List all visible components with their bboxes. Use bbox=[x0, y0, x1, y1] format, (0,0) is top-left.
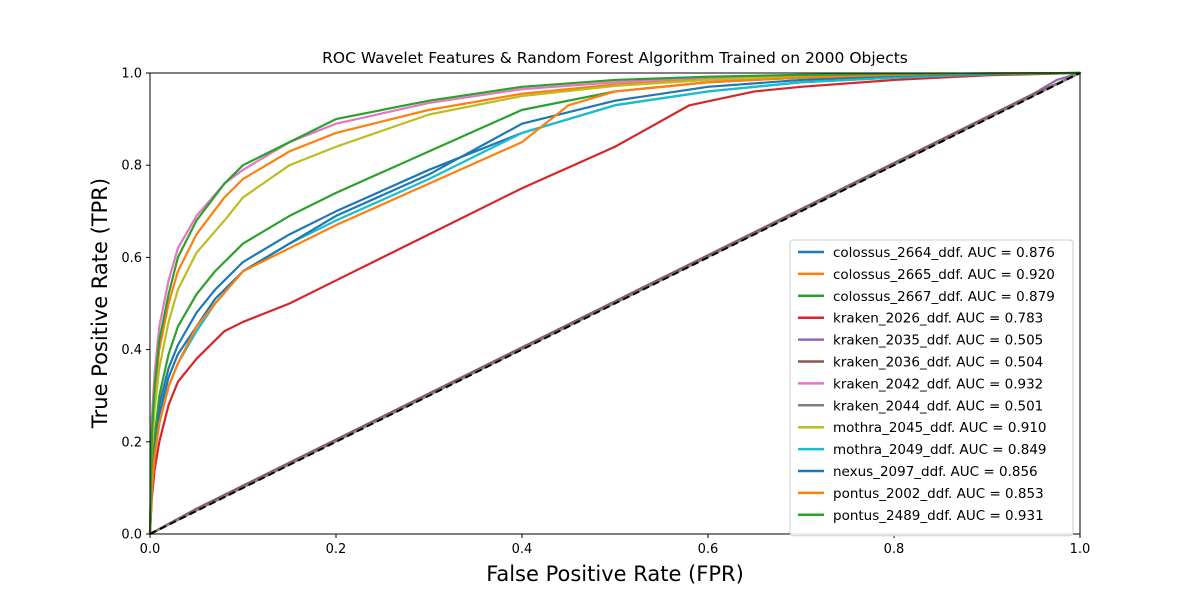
legend-box bbox=[789, 239, 1074, 537]
y-tick-label: 0.2 bbox=[121, 435, 142, 450]
x-tick-label: 0.2 bbox=[326, 542, 347, 557]
legend-entry: mothra_2045_ddf. AUC = 0.910 bbox=[833, 420, 1047, 436]
legend-entry: colossus_2667_ddf. AUC = 0.879 bbox=[833, 289, 1055, 305]
legend: colossus_2664_ddf. AUC = 0.876 colossus_2… bbox=[789, 239, 1074, 537]
y-tick-label: 0.0 bbox=[121, 528, 142, 543]
series-line-10 bbox=[148, 71, 1082, 536]
x-tick-label: 0.4 bbox=[512, 542, 533, 557]
y-axis-label: True Positive Rate (TPR) bbox=[88, 178, 112, 429]
x-axis-label: False Positive Rate (FPR) bbox=[486, 562, 744, 586]
x-tick-label: 1.0 bbox=[1070, 542, 1091, 557]
series-line-5 bbox=[148, 71, 1082, 536]
y-axis-ticks: 0.0 0.2 0.4 0.6 0.8 1.0 bbox=[121, 67, 150, 543]
y-tick-label: 0.8 bbox=[121, 159, 142, 174]
x-axis-ticks: 0.0 0.2 0.4 0.6 0.8 1.0 bbox=[140, 534, 1091, 557]
x-tick-label: 0.0 bbox=[140, 542, 161, 557]
legend-entry: kraken_2035_ddf. AUC = 0.505 bbox=[833, 333, 1043, 349]
series-line-11 bbox=[148, 71, 1082, 536]
legend-entry: colossus_2664_ddf. AUC = 0.876 bbox=[833, 245, 1055, 261]
legend-entry: pontus_2002_ddf. AUC = 0.853 bbox=[833, 486, 1044, 502]
legend-entry: kraken_2044_ddf. AUC = 0.501 bbox=[833, 398, 1043, 414]
legend-entry: nexus_2097_ddf. AUC = 0.856 bbox=[833, 464, 1038, 480]
legend-entry: colossus_2665_ddf. AUC = 0.920 bbox=[833, 267, 1055, 283]
y-tick-label: 1.0 bbox=[121, 67, 142, 82]
series-line-12 bbox=[148, 71, 1082, 536]
diagonal-reference-line bbox=[149, 72, 1081, 535]
legend-entry: mothra_2049_ddf. AUC = 0.849 bbox=[833, 442, 1047, 458]
series-line-8 bbox=[148, 71, 1082, 536]
legend-entry: kraken_2042_ddf. AUC = 0.932 bbox=[833, 376, 1043, 392]
y-tick-label: 0.4 bbox=[121, 343, 142, 358]
chart-title: ROC Wavelet Features & Random Forest Alg… bbox=[322, 49, 908, 67]
x-tick-label: 0.8 bbox=[884, 542, 905, 557]
x-tick-label: 0.6 bbox=[698, 542, 719, 557]
y-tick-label: 0.6 bbox=[121, 251, 142, 266]
series-layer bbox=[148, 71, 1082, 536]
legend-entry: kraken_2026_ddf. AUC = 0.783 bbox=[833, 311, 1043, 327]
plot-area-frame bbox=[149, 72, 1081, 535]
series-line-3 bbox=[148, 71, 1082, 536]
legend-entry: kraken_2036_ddf. AUC = 0.504 bbox=[833, 355, 1043, 371]
legend-entry: pontus_2489_ddf. AUC = 0.931 bbox=[833, 508, 1044, 524]
